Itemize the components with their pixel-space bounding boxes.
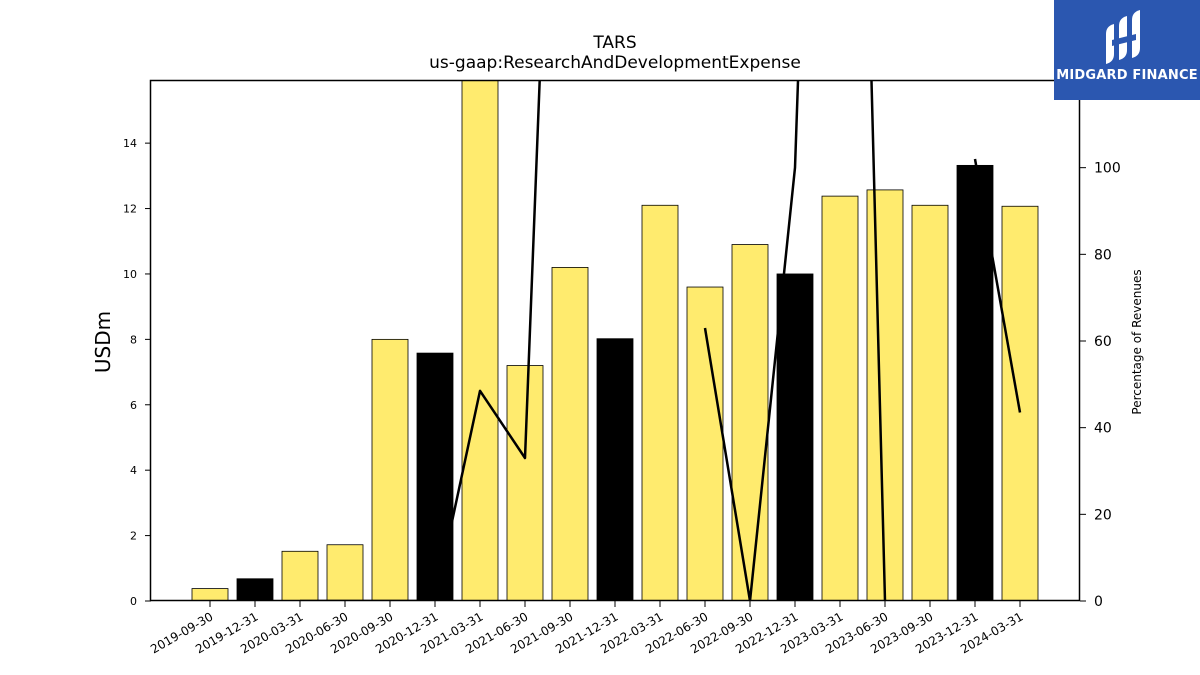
y2-tick-label: 40	[1094, 421, 1112, 437]
bar-2023-12-31	[956, 164, 994, 601]
pct-revenue-line	[973, 158, 1022, 413]
bar-2023-09-30	[911, 204, 949, 601]
y2-tick-label: 20	[1094, 507, 1112, 523]
y-tick-label: 2	[130, 530, 137, 543]
bar-2022-06-30	[686, 286, 724, 601]
y-axis-label: USDm	[91, 311, 115, 373]
y2-tick-label: 100	[1094, 161, 1121, 177]
line-group	[300, 81, 1022, 601]
bar-2022-09-30	[731, 244, 769, 601]
y-tick-label: 4	[130, 464, 137, 477]
bar-2022-03-31	[641, 204, 679, 601]
bars-group	[191, 81, 1039, 601]
pct-revenue-line	[300, 81, 541, 601]
y-tick-label: 10	[123, 268, 137, 281]
bar-2023-06-30	[866, 189, 904, 601]
bar-2021-12-31	[596, 338, 634, 601]
y2-tick-label: 60	[1094, 334, 1112, 350]
bar-2023-03-31	[821, 195, 859, 601]
y2-axis-ticks: 0 20 40 60 80 100	[1080, 161, 1121, 610]
logo-mark-icon	[1106, 10, 1140, 64]
plot-frame	[149, 79, 1081, 602]
bar-2021-03-31	[461, 81, 499, 601]
bar-2019-09-30	[191, 588, 229, 601]
y-tick-label: 0	[130, 595, 137, 608]
logo-text: MIDGARD FINANCE	[1056, 68, 1198, 83]
brand-logo: MIDGARD FINANCE	[1054, 0, 1200, 100]
chart-subtitle: us-gaap:ResearchAndDevelopmentExpense	[429, 53, 801, 73]
bar-2020-09-30	[371, 338, 409, 601]
y-tick-label: 8	[130, 333, 137, 346]
y-axis-ticks: 0 2 4 6 8 10 12 14	[123, 137, 151, 608]
x-axis-ticks: 2019-09-302019-12-312020-03-312020-06-30…	[148, 601, 1026, 656]
y-tick-label: 6	[130, 399, 137, 412]
y2-tick-label: 80	[1094, 247, 1112, 263]
y2-tick-label: 0	[1094, 594, 1103, 610]
bar-2020-03-31	[281, 550, 319, 601]
bar-2021-09-30	[551, 267, 589, 601]
y2-axis-label: Percentage of Revenues	[1130, 269, 1144, 414]
y-tick-label: 12	[123, 203, 137, 216]
y-tick-label: 14	[123, 137, 137, 150]
bar-2020-12-31	[416, 352, 454, 601]
pct-revenue-line	[703, 81, 887, 601]
bar-2022-12-31	[776, 273, 814, 601]
bar-2021-06-30	[506, 365, 544, 601]
bar-2024-03-31	[1001, 205, 1039, 601]
chart-title: TARS	[592, 33, 636, 53]
bar-2020-06-30	[326, 544, 364, 601]
bar-2019-12-31	[236, 578, 274, 601]
